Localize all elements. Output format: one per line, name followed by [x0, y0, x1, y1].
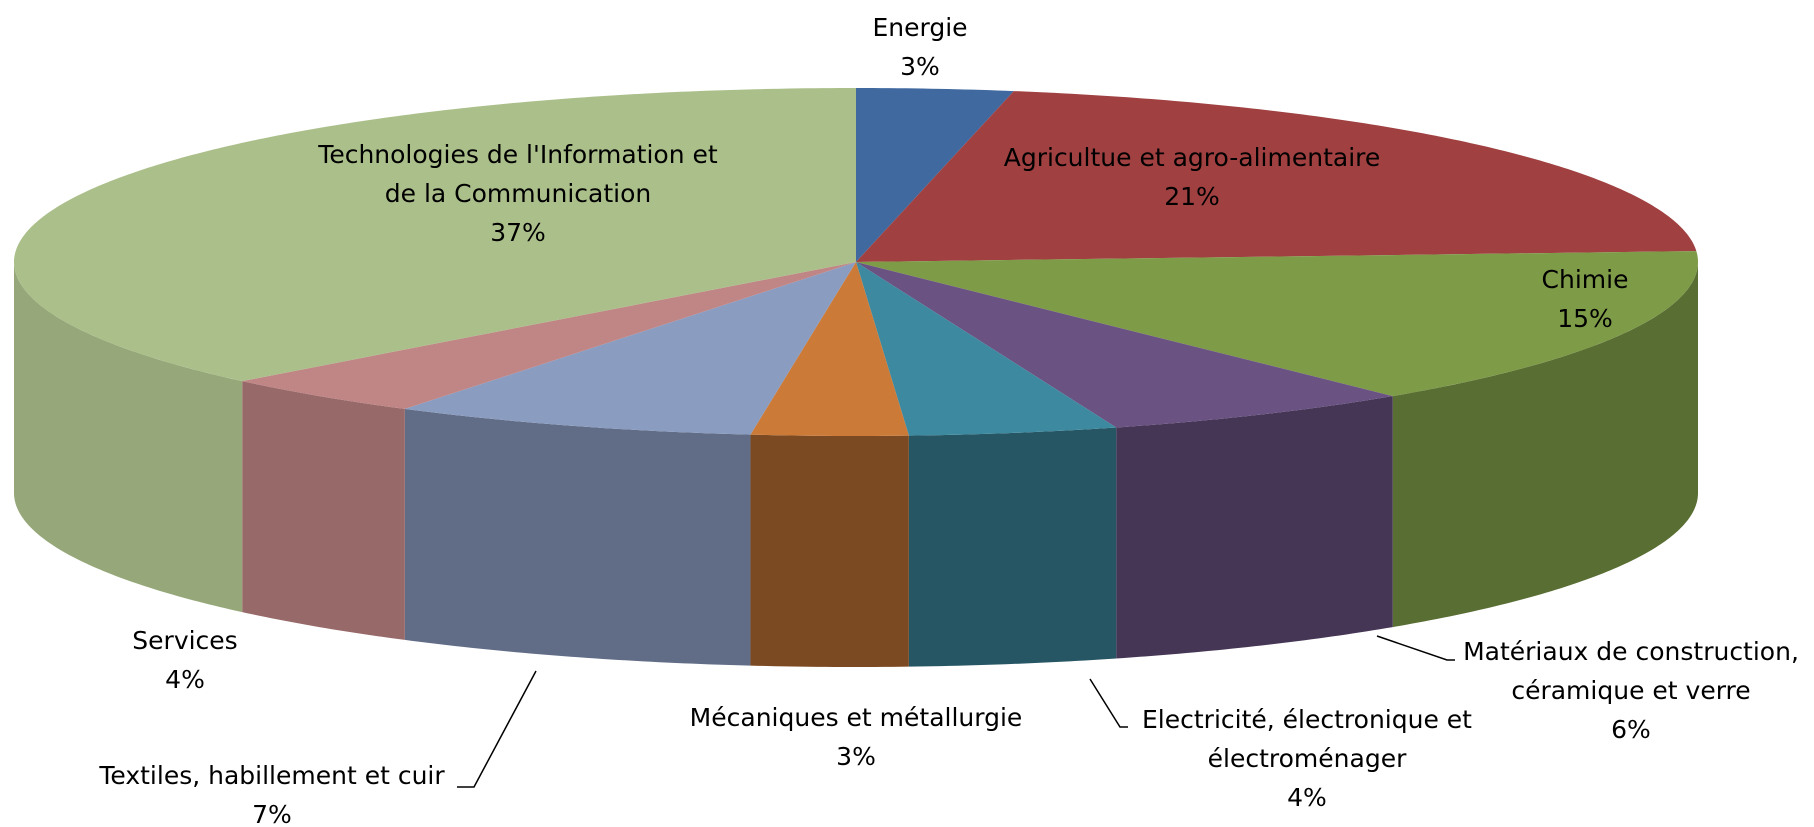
walls [14, 262, 1698, 667]
leader-line [1376, 635, 1455, 661]
slice-label: Mécaniques et métallurgie 3% [690, 698, 1023, 776]
value-label: 7% [252, 800, 292, 827]
value-label: 21% [1164, 182, 1220, 211]
value-label: 3% [836, 742, 876, 771]
slice-label: Chimie 15% [1542, 260, 1629, 338]
slice-label: Textiles, habillement et cuir 7% [99, 756, 444, 827]
value-label: 4% [1287, 783, 1327, 812]
slice [404, 262, 856, 435]
category-label: Energie [872, 13, 968, 42]
slice [14, 88, 857, 382]
slice-label: Matériaux de construction, céramique et … [1446, 632, 1814, 749]
category-label: Chimie [1541, 265, 1629, 294]
slice [856, 262, 1393, 428]
value-label: 3% [900, 52, 940, 81]
category-label: Agricultue et agro-alimentaire [1003, 143, 1381, 172]
slice-wall [908, 427, 1117, 667]
leader-line [1089, 678, 1128, 728]
slice-label: Agricultue et agro-alimentaire 21% [1004, 138, 1381, 216]
slice [750, 262, 909, 436]
slice [856, 88, 1014, 262]
slice-label: Technologies de l'Information et de la C… [318, 135, 718, 252]
leader-line [457, 670, 537, 788]
slice-label: Services 4% [132, 621, 237, 699]
slice-wall [750, 434, 909, 667]
value-label: 4% [165, 665, 205, 694]
category-label: Mécaniques et métallurgie [689, 703, 1023, 732]
slice [856, 251, 1698, 397]
slice [242, 262, 856, 409]
slice-wall [242, 381, 405, 640]
category-label: Matériaux de construction, céramique et … [1463, 637, 1799, 705]
slice-wall [14, 262, 243, 613]
slice-wall [1392, 262, 1698, 628]
category-label: Electricité, électronique et électroména… [1142, 705, 1472, 773]
value-label: 6% [1611, 715, 1651, 744]
slice-label: Electricité, électronique et électroména… [1127, 700, 1487, 817]
slice [856, 262, 1117, 436]
slice-wall [1116, 396, 1393, 659]
slice-label: Energie 3% [872, 8, 967, 86]
value-label: 15% [1557, 304, 1613, 333]
category-label: Services [132, 626, 238, 655]
value-label: 37% [490, 218, 546, 247]
slice [856, 91, 1697, 262]
tops [14, 88, 1698, 436]
slice-wall [404, 408, 751, 666]
category-label: Technologies de l'Information et de la C… [318, 140, 718, 208]
category-label: Textiles, habillement et cuir [99, 761, 445, 790]
